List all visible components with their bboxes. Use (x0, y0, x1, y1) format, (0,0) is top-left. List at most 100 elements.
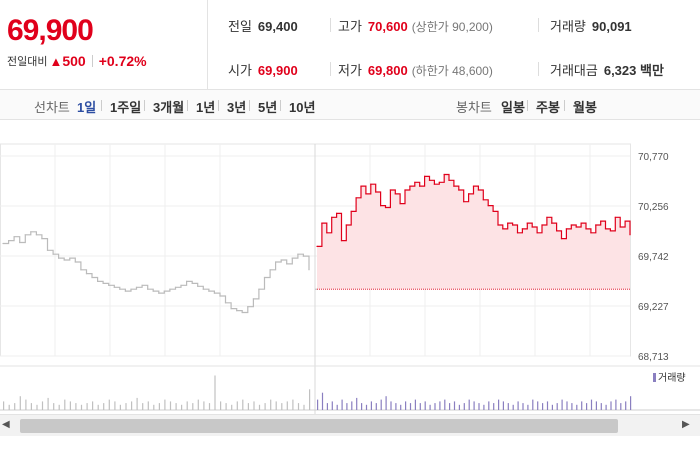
volume-bar (346, 403, 348, 410)
series-point-today (502, 228, 504, 230)
series-point-previous (197, 285, 199, 287)
series-point-previous (219, 295, 221, 297)
series-point-today (428, 179, 431, 181)
volume-bar (546, 401, 549, 410)
tab-1y[interactable]: 1년 (196, 100, 216, 115)
high-value: 70,600 (367, 19, 408, 34)
volume-bar (136, 397, 138, 410)
volume-bar (600, 403, 602, 410)
series-point-previous (124, 290, 126, 292)
series-point-today (536, 232, 538, 234)
low-value: 69,800 (367, 63, 408, 78)
divider (187, 100, 188, 111)
divider (330, 62, 331, 76)
series-point-today (443, 173, 445, 176)
volume-bar (571, 403, 573, 410)
series-point-previous (241, 311, 243, 314)
volume-bar (92, 401, 94, 410)
volume-bar (409, 403, 412, 410)
volume-bar (197, 399, 199, 410)
volume-bar (625, 401, 627, 410)
volume-bar (41, 401, 44, 410)
series-point-today (350, 210, 352, 212)
volume-bar (281, 403, 283, 410)
volume-bar (630, 396, 632, 410)
volume-bar (615, 399, 617, 410)
open-label: 시가 (228, 63, 252, 78)
series-point-today (507, 222, 509, 224)
volume-bar (595, 401, 597, 410)
volume-bar (483, 404, 485, 410)
y-tick-label: 69,227 (638, 302, 669, 313)
tab-monthly[interactable]: 월봉 (573, 100, 597, 115)
volume-bar (336, 404, 338, 410)
y-axis: 70,770 70,256 69,742 69,227 68,713 (638, 152, 669, 363)
series-point-today (404, 189, 406, 191)
tab-daily[interactable]: 일봉 (501, 100, 525, 115)
candle-chart-title: 봉차트 (456, 100, 492, 115)
series-point-today (629, 234, 631, 236)
volume-bar (164, 399, 166, 410)
tab-10y[interactable]: 10년 (289, 100, 316, 115)
y-tick-label: 70,770 (638, 152, 669, 163)
volume-bar (297, 403, 300, 410)
volume-bar (97, 404, 99, 410)
volume-bar (468, 399, 470, 410)
series-point-today (345, 224, 347, 226)
tab-3m[interactable]: 3개월 (153, 100, 185, 115)
chart-scrollbar[interactable]: ◀ ▶ (0, 414, 700, 436)
lower-limit: (하한가 48,600) (411, 64, 493, 78)
series-point-today (560, 238, 563, 240)
scroll-thumb[interactable] (20, 419, 618, 433)
volume-bar (473, 401, 475, 410)
series-point-today (384, 206, 387, 209)
volume-bar (169, 401, 172, 410)
volume-bar (458, 404, 460, 410)
trade-value-value: 6,323 백만 (603, 63, 664, 78)
scroll-left-icon[interactable]: ◀ (2, 419, 10, 430)
series-point-previous (252, 298, 254, 300)
volume-bar (385, 396, 387, 410)
series-point-previous (35, 234, 38, 236)
tab-5y[interactable]: 5년 (258, 100, 278, 115)
volume-bar (395, 403, 397, 410)
low-price: 저가 69,800 (하한가 48,600) (338, 60, 493, 79)
tab-1w[interactable]: 1주일 (110, 100, 142, 115)
volume-bar (326, 403, 328, 410)
volume-bar (142, 403, 144, 410)
volume-bar (502, 401, 504, 410)
tab-3y[interactable]: 3년 (227, 100, 247, 115)
series-point-today (448, 179, 450, 181)
series-point-today (565, 228, 568, 230)
volume-bar (47, 397, 49, 410)
divider (218, 100, 219, 111)
tab-weekly[interactable]: 주봉 (536, 100, 560, 115)
volume-bar (527, 404, 529, 410)
series-point-previous (291, 257, 293, 259)
divider (538, 62, 539, 76)
series-point-today (600, 220, 602, 222)
series-point-today (331, 216, 333, 218)
tab-1d[interactable]: 1일 (77, 100, 97, 115)
series-point-today (487, 205, 489, 207)
volume-bar (264, 403, 266, 410)
series-point-previous (63, 259, 65, 261)
series-point-previous (113, 286, 115, 288)
volume-bar (380, 399, 382, 410)
chart-canvas: 70,770 70,256 69,742 69,227 68,713 거래량 (0, 143, 700, 414)
series-point-previous (108, 284, 110, 286)
volume-bar (493, 403, 495, 410)
series-point-previous (69, 257, 71, 259)
change-rate: +0.72% (98, 53, 147, 69)
scroll-right-icon[interactable]: ▶ (682, 419, 690, 430)
series-point-today (316, 245, 318, 247)
volume-bar (214, 375, 216, 410)
divider (249, 100, 250, 111)
volume-bar (53, 403, 55, 410)
volume-bar (147, 401, 149, 410)
volume-bar (203, 401, 205, 410)
volume-bar (321, 392, 324, 410)
volume-bar (14, 403, 16, 410)
series-point-today (433, 183, 435, 185)
volume-bar (424, 401, 426, 410)
